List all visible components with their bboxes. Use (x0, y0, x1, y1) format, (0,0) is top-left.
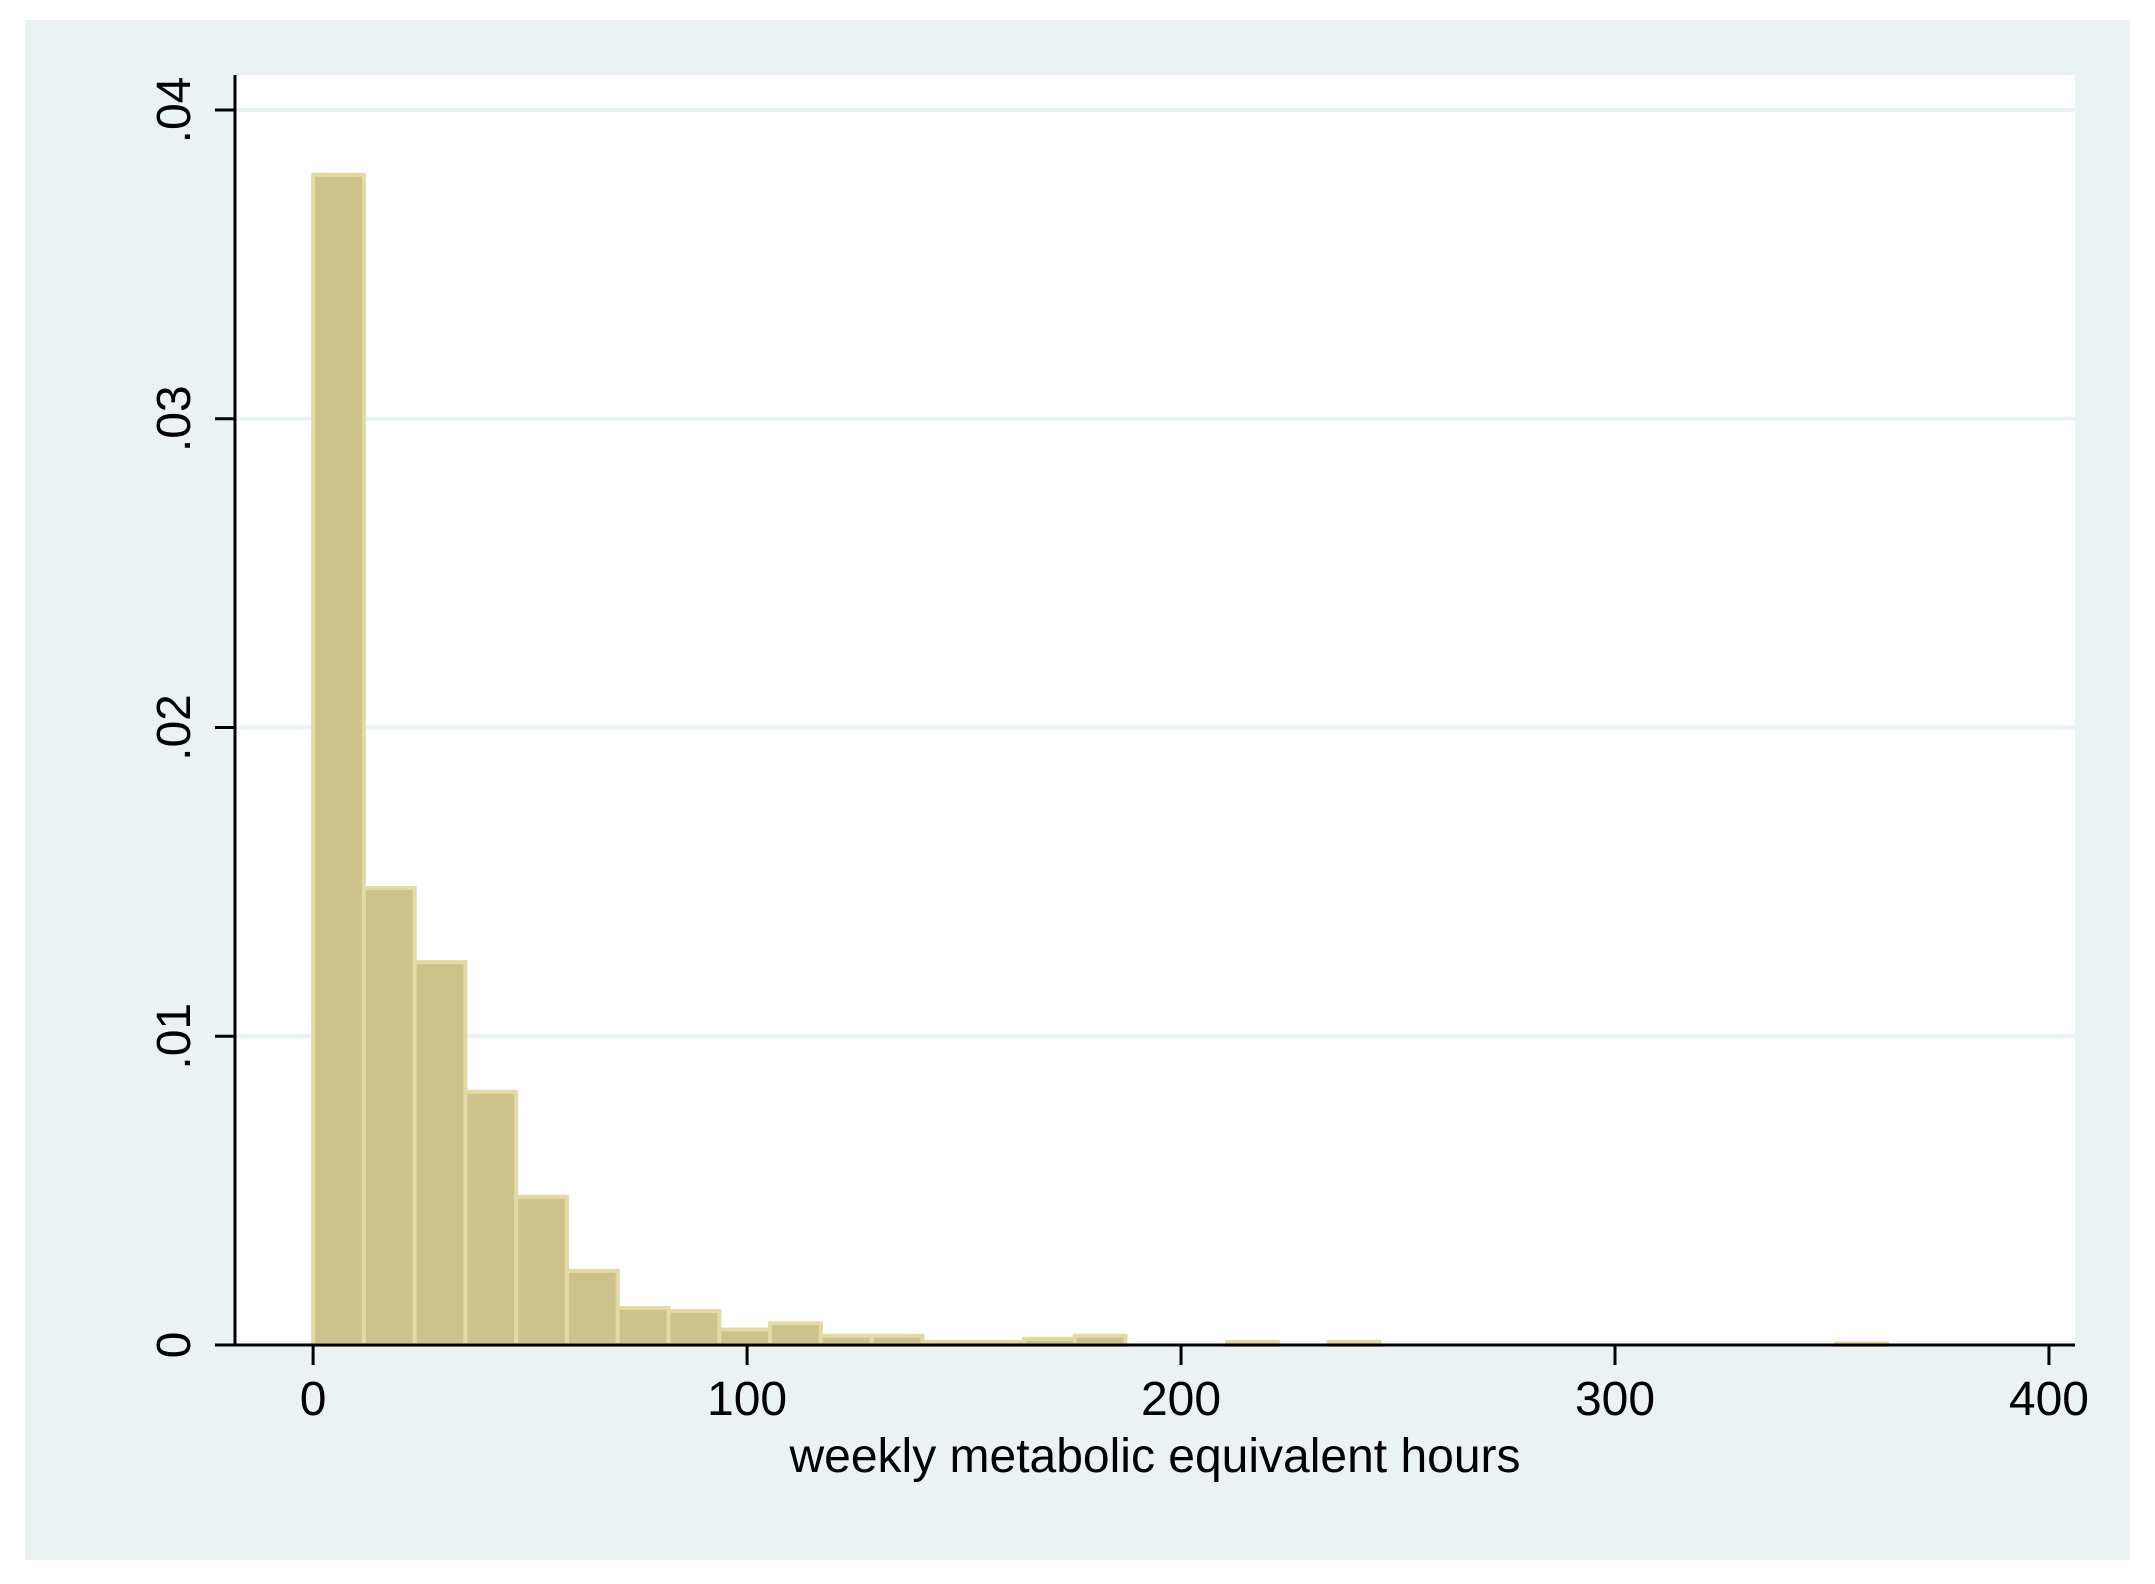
plot-region (235, 75, 2075, 1345)
y-tick-label: .03 (148, 385, 201, 452)
histogram-bar (768, 1321, 823, 1347)
x-tick-label: 400 (2009, 1373, 2089, 1426)
histogram-bar (717, 1327, 773, 1347)
histogram-bar (615, 1305, 671, 1347)
gridlines (235, 108, 2075, 1039)
x-tick-label: 100 (707, 1373, 787, 1426)
histogram-bar (666, 1309, 722, 1347)
y-tick-label: .01 (148, 1003, 201, 1070)
y-tick-label: .04 (148, 77, 201, 144)
x-tick-label: 200 (1141, 1373, 1221, 1426)
histogram-bar (564, 1268, 620, 1348)
axes (215, 75, 2075, 1347)
histogram-bar (311, 172, 366, 1347)
x-axis-title: weekly metabolic equivalent hours (788, 1430, 1520, 1483)
histogram-bar (463, 1089, 519, 1347)
histogram-bar (514, 1194, 569, 1348)
x-axis-ticks: 0 100 200 300 400 (300, 1345, 2089, 1426)
y-tick-label: .02 (148, 694, 201, 761)
x-tick-label: 300 (1575, 1373, 1655, 1426)
y-tick-label: 0 (148, 1332, 201, 1359)
y-axis-ticks: 0 .01 .02 .03 .04 (148, 77, 235, 1359)
histogram-bar (361, 886, 417, 1347)
histogram-bar (412, 960, 468, 1348)
x-tick-label: 0 (300, 1373, 327, 1426)
